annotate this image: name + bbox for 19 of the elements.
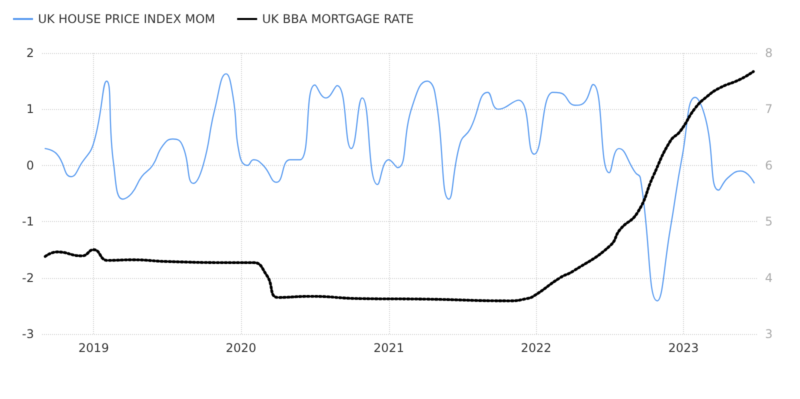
y-tick-label: 0 — [26, 158, 34, 172]
legend-label: UK BBA MORTGAGE RATE — [262, 12, 414, 26]
y2-tick-label: 8 — [765, 46, 773, 60]
y-tick-label: -3 — [22, 327, 34, 341]
y2-tick-label: 7 — [765, 102, 773, 116]
x-tick-label: 2022 — [520, 341, 552, 355]
y2-tick-label: 4 — [765, 270, 773, 285]
x-tick-label: 2021 — [374, 341, 404, 355]
y-tick-label: -1 — [22, 214, 34, 229]
y-tick-label: -2 — [22, 270, 34, 285]
y-tick-label: 2 — [26, 46, 34, 60]
x-tick-label: 2020 — [226, 341, 256, 355]
x-tick-label: 2019 — [78, 341, 109, 355]
y2-tick-label: 3 — [765, 327, 773, 341]
y-tick-label: 1 — [26, 102, 34, 116]
legend-label: UK HOUSE PRICE INDEX MOM — [38, 12, 216, 26]
y2-tick-label: 6 — [765, 158, 773, 172]
x-tick-label: 2023 — [668, 341, 699, 355]
y2-tick-label: 5 — [765, 214, 773, 229]
